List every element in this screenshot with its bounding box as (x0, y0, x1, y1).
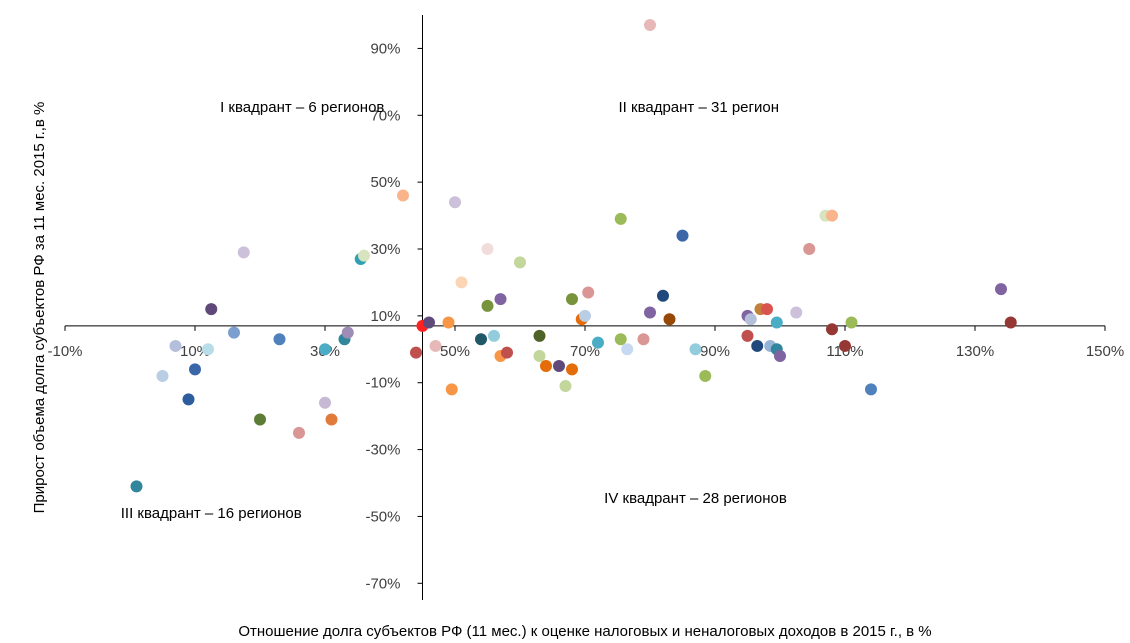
data-point (803, 243, 816, 255)
data-point (429, 339, 442, 352)
data-point (559, 380, 572, 393)
data-point (770, 316, 783, 329)
data-point (228, 326, 240, 339)
data-point (865, 383, 877, 396)
x-tick-label: 90% (700, 343, 730, 360)
data-point (614, 212, 627, 225)
data-point (676, 229, 689, 242)
x-tick-label: 150% (1086, 343, 1124, 360)
data-point (566, 293, 578, 306)
data-point (319, 396, 331, 409)
data-point (995, 283, 1007, 296)
data-point (293, 426, 305, 439)
data-point (533, 349, 546, 362)
data-point (319, 343, 331, 356)
data-point (341, 326, 354, 339)
y-tick-label: -30% (365, 442, 400, 459)
data-point (621, 343, 634, 356)
data-point (845, 316, 858, 329)
data-point (475, 333, 487, 346)
data-point (774, 349, 786, 362)
data-point (699, 370, 712, 383)
data-point (689, 343, 702, 356)
axes: -10%10%30%50%70%90%110%130%150% -70%-50%… (47, 15, 1124, 600)
data-point (202, 343, 214, 356)
data-point (481, 299, 494, 312)
data-point (481, 243, 494, 255)
data-point (205, 303, 218, 316)
data-point (826, 209, 838, 222)
data-point (533, 329, 546, 342)
quadrant-label: III квадрант – 16 регионов (121, 505, 302, 522)
data-point (130, 480, 143, 493)
data-point (741, 329, 754, 342)
data-point (553, 360, 565, 372)
y-axis-title: Прирост объема долга субъектов РФ за 11 … (31, 102, 48, 514)
data-point (839, 339, 851, 352)
data-point (273, 333, 286, 346)
data-point (566, 363, 578, 376)
data-point (397, 189, 409, 202)
y-tick-label: 50% (370, 174, 400, 191)
data-point (501, 346, 513, 359)
data-point (592, 336, 604, 349)
data-point (449, 196, 461, 209)
data-points (130, 19, 1017, 493)
data-point (826, 323, 838, 336)
data-point (325, 413, 338, 426)
data-point (410, 346, 422, 359)
x-tick-label: -10% (47, 343, 82, 360)
y-tick-label: 10% (370, 308, 400, 325)
data-point (540, 360, 552, 372)
data-point (614, 333, 627, 346)
y-tick-label: -50% (365, 508, 400, 525)
data-point (254, 413, 266, 426)
y-tick-label: 30% (370, 241, 400, 258)
data-point (182, 393, 195, 406)
quadrant-labels: I квадрант – 6 регионов II квадрант – 31 … (121, 99, 787, 522)
data-point (582, 286, 595, 299)
data-point (442, 316, 455, 329)
quadrant-label: I квадрант – 6 регионов (220, 99, 384, 116)
data-point (169, 339, 182, 352)
data-point (657, 289, 669, 302)
quadrant-label: II квадрант – 31 регион (619, 99, 780, 116)
data-point (644, 19, 656, 32)
data-point (663, 313, 676, 326)
data-point (423, 316, 435, 329)
data-point (156, 370, 169, 383)
data-point (1004, 316, 1017, 329)
data-point (189, 363, 201, 376)
x-axis-ticks: -10%10%30%50%70%90%110%130%150% (47, 325, 1124, 360)
data-point (744, 313, 757, 326)
y-tick-label: -70% (365, 575, 400, 592)
y-tick-label: -10% (365, 375, 400, 392)
x-axis-title: Отношение долга субъектов РФ (11 мес.) к… (238, 623, 931, 640)
data-point (644, 306, 656, 319)
y-axis-ticks: -70% -50% -30% -10% 10% 30% 50% 70% 90% (365, 40, 423, 592)
data-point (445, 383, 458, 396)
data-point (237, 246, 250, 259)
data-point (637, 333, 650, 346)
data-point (358, 249, 370, 262)
data-point (455, 276, 468, 289)
x-tick-label: 50% (440, 343, 470, 360)
data-point (751, 339, 764, 352)
data-point (514, 256, 526, 269)
data-point (579, 309, 591, 322)
quadrant-label: IV квадрант – 28 регионов (604, 490, 787, 507)
y-tick-label: 90% (370, 40, 400, 57)
x-tick-label: 130% (956, 343, 994, 360)
data-point (488, 329, 500, 342)
y-tick-label: 70% (370, 107, 400, 124)
data-point (790, 306, 803, 319)
data-point (494, 293, 507, 306)
x-tick-label: 70% (570, 343, 600, 360)
data-point (761, 303, 773, 316)
